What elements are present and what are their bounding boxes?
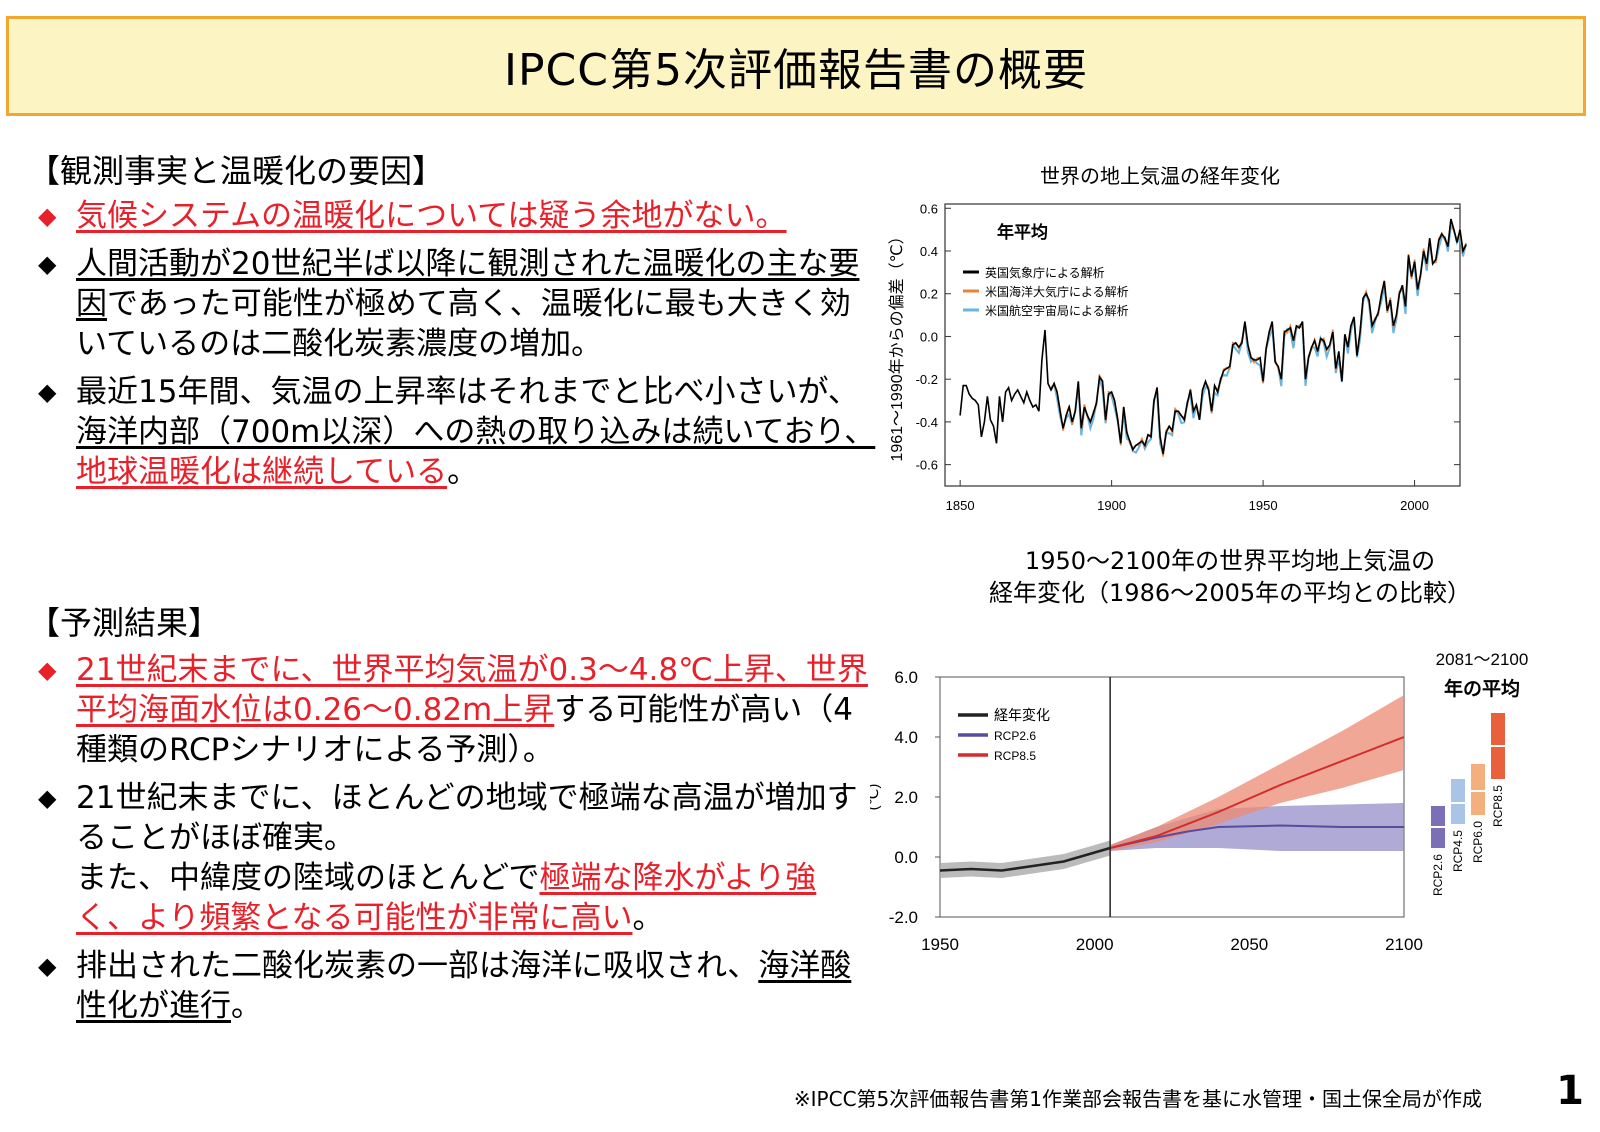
diamond-bullet-icon: ◆ bbox=[38, 378, 57, 406]
chart2-end-period-name: RCP4.5 bbox=[1451, 830, 1465, 872]
chart2-rcp26-line bbox=[1109, 824, 1404, 849]
chart2-caption: 1950～2100年の世界平均地上気温の 経年変化（1986～2005年の平均と… bbox=[900, 545, 1560, 609]
chart2-legend-label: 経年変化 bbox=[994, 707, 1050, 723]
source-footnote: ※IPCC第5次評価報告書第1作業部会報告書を基に水管理・国土保全局が作成 bbox=[793, 1087, 1482, 1111]
projection-3-text: 排出された二酸化炭素の一部は海洋に吸収され、 bbox=[76, 948, 759, 984]
chart2-end-period-name: RCP2.6 bbox=[1431, 854, 1445, 896]
observation-bullet-3: ◆ 最近15年間、気温の上昇率はそれまでと比べ小さいが、海洋内部（700m以深）… bbox=[38, 372, 878, 492]
diamond-bullet-icon: ◆ bbox=[38, 656, 57, 684]
chart1-x-tick-label: 1950 bbox=[1249, 498, 1278, 513]
temperature-history-chart: 0.6 0.4 0.2 0.0 -0.2 -0.4 -0.6 1850 1900 1950 2000… bbox=[888, 201, 1468, 513]
chart1-y-tick-label: -0.4 bbox=[916, 415, 938, 430]
projection-2-text-b: また、中緯度の陸域のほとんどで bbox=[76, 860, 540, 896]
chart2-end-period-name: RCP6.0 bbox=[1471, 821, 1485, 863]
observation-1-text: 気候システムの温暖化については疑う余地がない。 bbox=[76, 198, 787, 234]
chart2-y-axis-label: (℃) bbox=[870, 784, 882, 811]
chart2-caption-line2: 経年変化（1986～2005年の平均との比較） bbox=[989, 579, 1471, 607]
chart2-end-period-label-2: 年の平均 bbox=[1444, 677, 1520, 700]
chart2-caption-line1: 1950～2100年の世界平均地上気温の bbox=[1024, 547, 1436, 575]
chart1-y-tick-label: -0.6 bbox=[916, 458, 938, 473]
chart2-end-period-label-1: 2081～2100 bbox=[1436, 650, 1529, 669]
chart1-x-tick-label: 1900 bbox=[1097, 498, 1126, 513]
projection-2-highlight: 極端な降水がより強く、より頻繁となる可能性が非常に高い bbox=[76, 860, 817, 936]
observation-3-end: 。 bbox=[447, 454, 479, 490]
projection-bullet-1: ◆ 21世紀末までに、世界平均気温が0.3～4.8℃上昇、世界平均海面水位は0.… bbox=[38, 650, 878, 770]
chart2-x-tick-label: 1950 bbox=[921, 935, 959, 954]
chart2-x-tick-label: 2100 bbox=[1385, 935, 1423, 954]
chart1-y-tick-label: 0.4 bbox=[920, 244, 938, 259]
chart2-y-tick-label: 0.0 bbox=[894, 848, 918, 867]
chart2-legend-label: RCP8.5 bbox=[994, 749, 1036, 763]
chart1-title: 世界の地上気温の経年変化 bbox=[1040, 164, 1280, 188]
projection-3-underlined: 海洋酸性化が進行 bbox=[76, 948, 852, 1024]
chart2-y-tick-label: 4.0 bbox=[894, 728, 918, 747]
diamond-bullet-icon: ◆ bbox=[38, 202, 57, 230]
projection-2-end: 。 bbox=[632, 900, 664, 936]
diamond-bullet-icon: ◆ bbox=[38, 250, 57, 278]
projection-1-text: する可能性が高い（4種類のRCPシナリオによる予測）。 bbox=[76, 692, 853, 768]
title-banner: IPCC第5次評価報告書の概要 bbox=[6, 16, 1586, 116]
chart1-y-tick-label: 0.0 bbox=[920, 329, 938, 344]
chart1-y-tick-label: 0.2 bbox=[920, 287, 938, 302]
chart2-y-tick-label: -2.0 bbox=[889, 908, 918, 927]
observation-bullet-2: ◆ 人間活動が20世紀半ば以降に観測された温暖化の主な要因であった可能性が極めて… bbox=[38, 244, 878, 364]
chart1-legend-label: 英国気象庁による解析 bbox=[985, 265, 1105, 280]
projection-2-text: 21世紀末までに、ほとんどの地域で極端な高温が増加することがほぼ確実。 bbox=[76, 780, 858, 856]
chart2-x-tick-label: 2050 bbox=[1230, 935, 1268, 954]
chart1-series-hadley-line bbox=[959, 218, 1467, 455]
chart2-historical-line bbox=[939, 846, 1111, 872]
chart2-y-tick-label: 6.0 bbox=[894, 668, 918, 687]
page-number: 1 bbox=[1556, 1068, 1584, 1114]
observation-2-underlined: 人間活動が20世紀半ば以降に観測された温暖化の主な要因 bbox=[76, 246, 860, 322]
page-title: IPCC第5次評価報告書の概要 bbox=[504, 45, 1088, 96]
chart2-end-period-bar bbox=[1451, 779, 1465, 824]
chart1-y-axis-label: 1961～1990年からの偏差（℃） bbox=[888, 228, 906, 461]
observation-2-text: であった可能性が極めて高く、温暖化に最も大きく効いているのは二酸化炭素濃度の増加… bbox=[76, 286, 851, 362]
diamond-bullet-icon: ◆ bbox=[38, 952, 57, 980]
diamond-bullet-icon: ◆ bbox=[38, 784, 57, 812]
chart1-y-tick-label: 0.6 bbox=[920, 201, 938, 216]
chart1-inner-label: 年平均 bbox=[997, 222, 1048, 242]
projection-1-highlight: 21世紀末までに、世界平均気温が0.3～4.8℃上昇、世界平均海面水位は0.26… bbox=[76, 652, 868, 728]
projection-3-end: 。 bbox=[231, 988, 262, 1024]
section-heading-projections: 【予測結果】 bbox=[28, 604, 221, 642]
chart2-rcp85-line bbox=[1109, 736, 1405, 849]
chart2-rcp85-band bbox=[1110, 695, 1404, 851]
chart2-x-tick-label: 2000 bbox=[1076, 935, 1114, 954]
chart1-x-tick-label: 2000 bbox=[1400, 498, 1429, 513]
observation-3-underlined: 海洋内部（700m以深）への熱の取り込みは続いており、 bbox=[76, 414, 876, 450]
chart2-plot-frame bbox=[939, 676, 1405, 918]
chart1-y-tick-label: -0.2 bbox=[916, 372, 938, 387]
chart1-plot-frame bbox=[944, 203, 1461, 487]
observation-3-highlight: 地球温暖化は継続している bbox=[76, 454, 448, 490]
chart2-legend-label: RCP2.6 bbox=[994, 729, 1036, 743]
chart2-end-period-name: RCP8.5 bbox=[1491, 785, 1505, 827]
chart1-legend-label: 米国海洋大気庁による解析 bbox=[985, 284, 1129, 299]
projection-bullets: ◆ 21世紀末までに、世界平均気温が0.3～4.8℃上昇、世界平均海面水位は0.… bbox=[38, 650, 878, 1034]
observation-3-text: 最近15年間、気温の上昇率はそれまでと比べ小さいが、 bbox=[76, 374, 859, 410]
projection-bullet-3: ◆ 排出された二酸化炭素の一部は海洋に吸収され、海洋酸性化が進行。 bbox=[38, 946, 878, 1026]
chart2-end-period-bar bbox=[1471, 764, 1485, 815]
section-heading-observations: 【観測事実と温暖化の要因】 bbox=[28, 152, 445, 190]
chart2-y-tick-label: 2.0 bbox=[894, 788, 918, 807]
observation-bullets: ◆ 気候システムの温暖化については疑う余地がない。 ◆ 人間活動が20世紀半ば以… bbox=[38, 196, 878, 500]
observation-bullet-1: ◆ 気候システムの温暖化については疑う余地がない。 bbox=[38, 196, 878, 236]
chart1-legend-label: 米国航空宇宙局による解析 bbox=[985, 303, 1129, 318]
projection-bullet-2: ◆ 21世紀末までに、ほとんどの地域で極端な高温が増加することがほぼ確実。また、… bbox=[38, 778, 878, 938]
chart1-x-tick-label: 1850 bbox=[946, 498, 975, 513]
